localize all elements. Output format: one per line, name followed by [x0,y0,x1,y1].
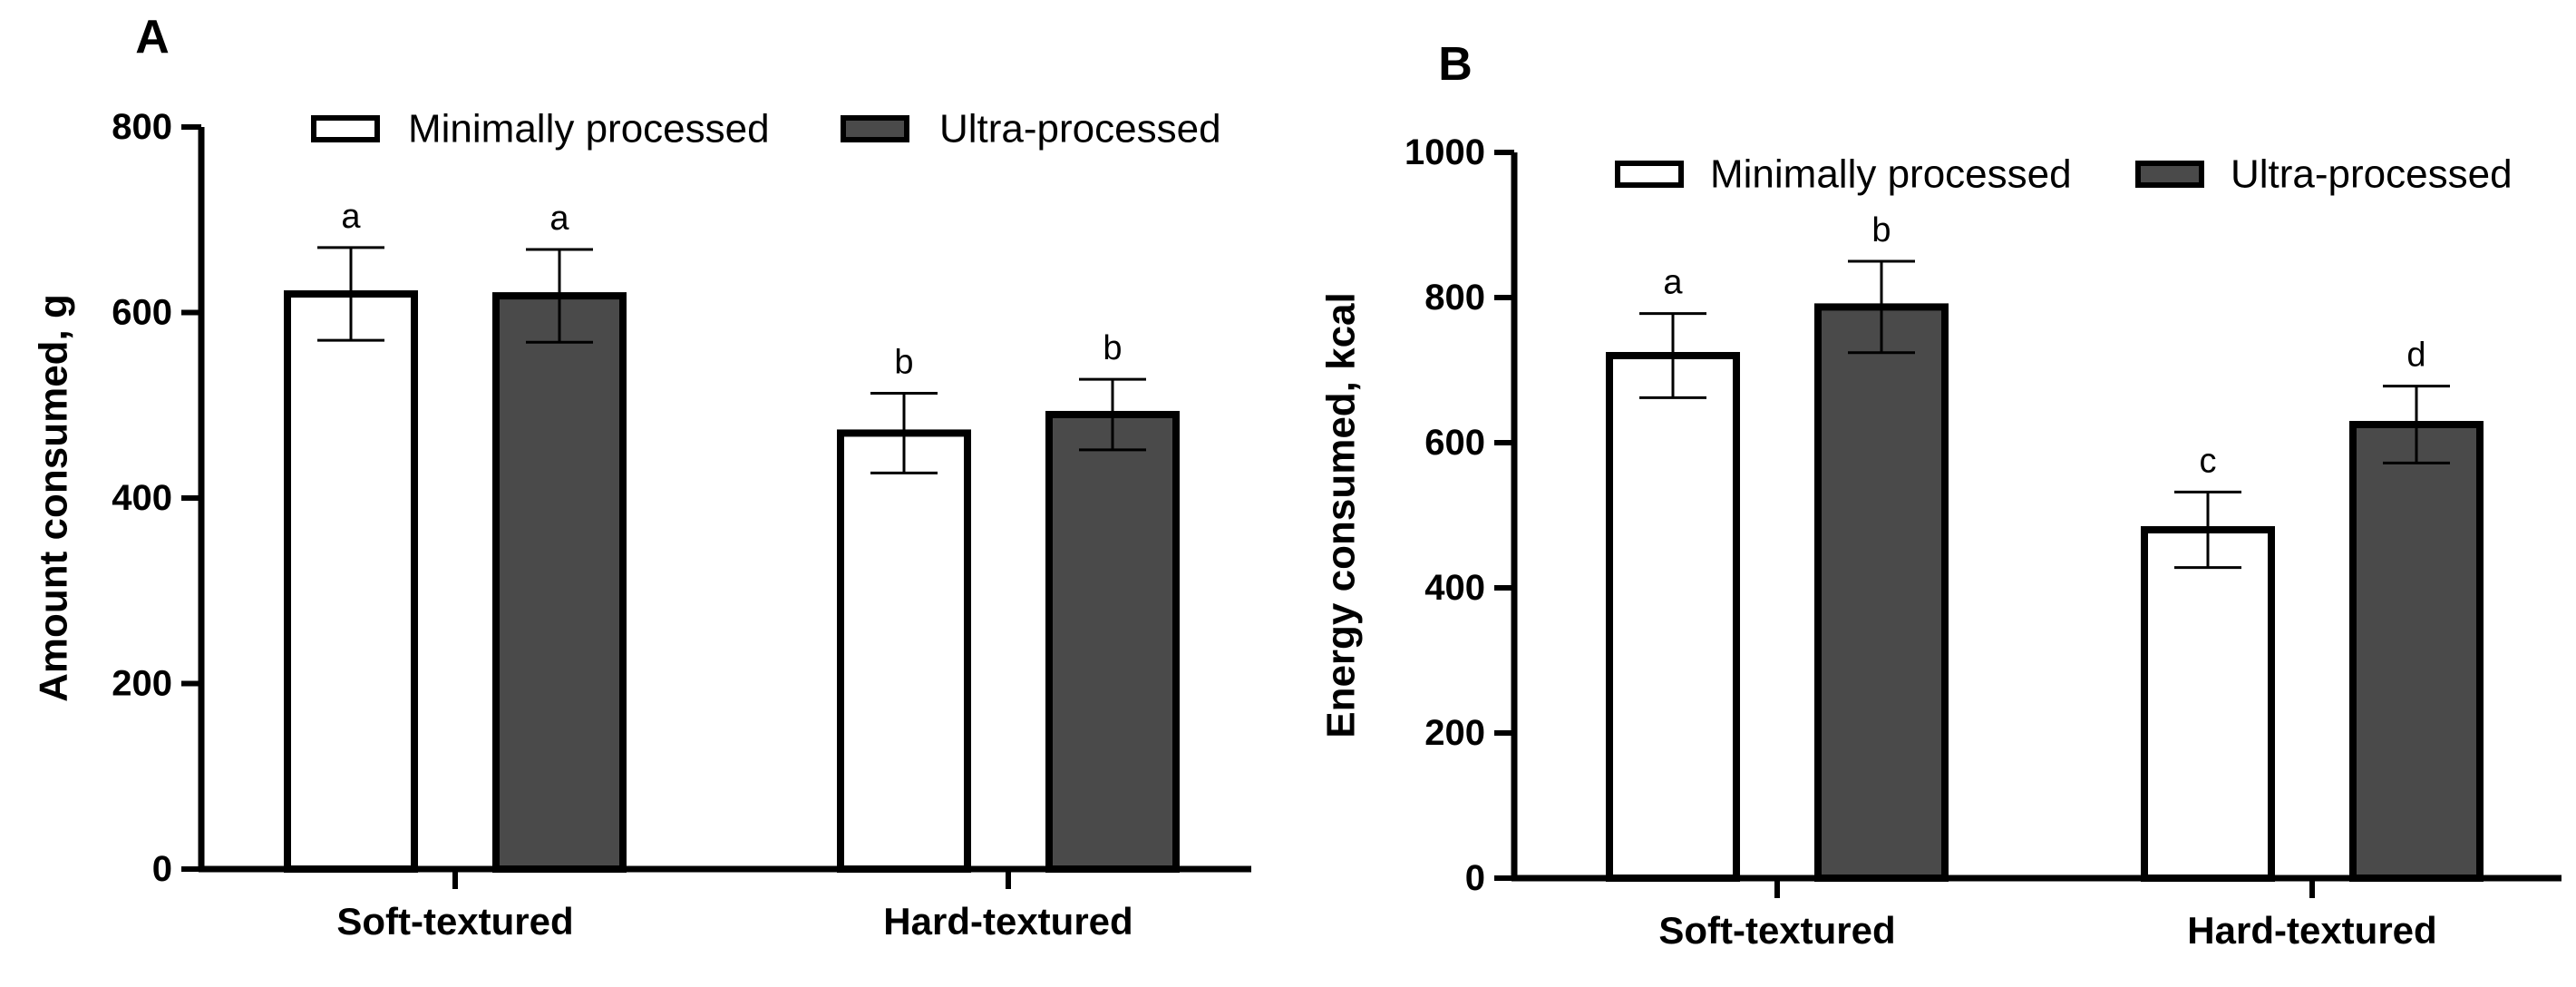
bar [2349,421,2484,882]
panel-b: B Energy consumed, kcal 0 200 400 600 800 1000 S… [1319,38,2561,952]
significance-letter: a [341,198,361,236]
x-category-label: Soft-textured [336,900,573,943]
y-tick-label: 200 [1424,713,1485,753]
bar [837,429,971,873]
legend-swatch [1615,161,1684,188]
significance-letter: b [1103,329,1122,367]
legend-label: Ultra-processed [939,107,1221,151]
y-tick-label: 400 [1424,568,1485,608]
significance-letter: b [1871,211,1891,249]
x-category-label: Hard-textured [883,900,1132,943]
legend-label: Minimally processed [408,107,770,151]
legend-swatch [2135,161,2204,188]
panel-a: A Amount consumed, g 0 200 400 600 800 Soft-tex… [32,11,1251,943]
y-tick-label: 800 [112,107,172,147]
panel-letter: A [135,11,170,64]
x-category-label: Hard-textured [2187,909,2436,952]
significance-letter: d [2406,337,2425,375]
significance-letter: a [1663,264,1683,302]
legend-swatch [841,115,909,142]
bar [1045,410,1180,873]
bar [492,292,627,874]
panel-letter: B [1438,38,1473,91]
y-tick-label: 0 [1465,858,1485,898]
bar [2141,526,2275,882]
y-tick-label: 1000 [1405,132,1485,172]
x-category-label: Soft-textured [1658,909,1895,952]
y-tick-label: 0 [152,849,172,889]
significance-letter: c [2200,442,2217,480]
legend-label: Ultra-processed [2231,152,2513,197]
y-tick-label: 800 [1424,278,1485,318]
y-tick-label: 600 [112,293,172,333]
y-tick-label: 400 [112,478,172,518]
y-axis-label: Energy consumed, kcal [1319,292,1364,738]
bar [1814,303,1949,882]
bar [1606,352,1740,882]
significance-letter: b [894,343,913,381]
bar [284,290,418,873]
y-axis-label: Amount consumed, g [32,294,76,702]
y-tick-label: 200 [112,664,172,704]
legend-label: Minimally processed [1710,152,2072,197]
y-tick-label: 600 [1424,423,1485,463]
legend-swatch [311,115,380,142]
significance-letter: a [549,200,569,238]
